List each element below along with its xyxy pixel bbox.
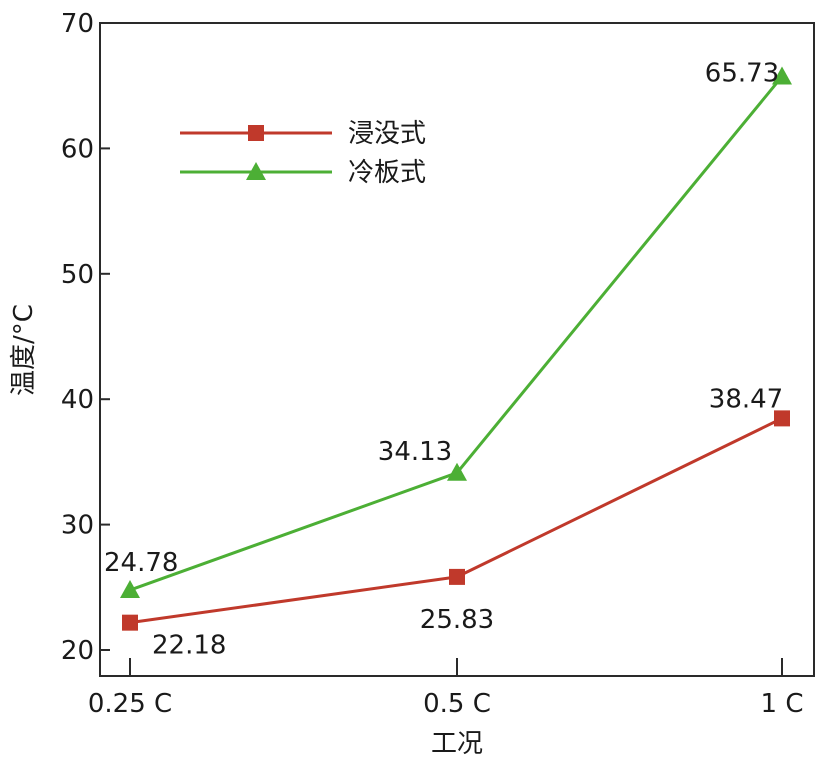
legend-marker-triangle bbox=[246, 162, 266, 180]
y-axis-title: 温度/°C bbox=[9, 304, 39, 396]
y-tick-label: 30 bbox=[61, 511, 94, 541]
legend-label: 浸没式 bbox=[348, 119, 426, 149]
data-label: 34.13 bbox=[378, 437, 452, 467]
data-point-triangle bbox=[120, 580, 140, 599]
data-point-triangle bbox=[447, 462, 467, 481]
data-label: 38.47 bbox=[709, 384, 783, 414]
series-layer: 22.18 25.83 38.47 24.78 34.13 65.73 bbox=[104, 59, 792, 661]
data-point-square bbox=[122, 614, 138, 631]
x-axis-title: 工况 bbox=[431, 729, 483, 759]
x-axis-ticks: 0.25 C 0.5 C 1 C bbox=[88, 658, 804, 719]
x-tick-label: 0.25 C bbox=[88, 689, 172, 719]
data-point-square bbox=[774, 410, 790, 427]
data-label: 22.18 bbox=[152, 631, 226, 661]
series-line-2 bbox=[129, 75, 784, 592]
data-point-triangle bbox=[772, 66, 792, 85]
y-tick-label: 20 bbox=[61, 636, 94, 666]
legend-marker-square bbox=[248, 125, 264, 141]
data-label: 25.83 bbox=[420, 605, 494, 635]
y-tick-label: 60 bbox=[61, 134, 94, 164]
x-tick-label: 0.5 C bbox=[423, 689, 491, 719]
legend-label: 冷板式 bbox=[348, 158, 426, 188]
y-tick-label: 70 bbox=[61, 9, 94, 39]
data-point-square bbox=[449, 568, 465, 585]
y-tick-label: 40 bbox=[61, 385, 94, 415]
x-tick-label: 1 C bbox=[761, 689, 804, 719]
data-label: 24.78 bbox=[104, 548, 178, 578]
series-line-1 bbox=[129, 417, 783, 625]
y-axis-ticks: 20 30 40 50 60 70 bbox=[61, 9, 110, 666]
y-tick-label: 50 bbox=[61, 260, 94, 290]
data-label: 65.73 bbox=[705, 59, 779, 89]
